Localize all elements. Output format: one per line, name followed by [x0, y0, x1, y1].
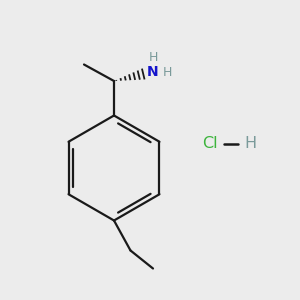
Text: H: H — [244, 136, 256, 152]
Text: H: H — [148, 51, 158, 64]
Text: N: N — [147, 65, 159, 79]
Text: H: H — [163, 65, 172, 79]
Text: Cl: Cl — [202, 136, 218, 152]
